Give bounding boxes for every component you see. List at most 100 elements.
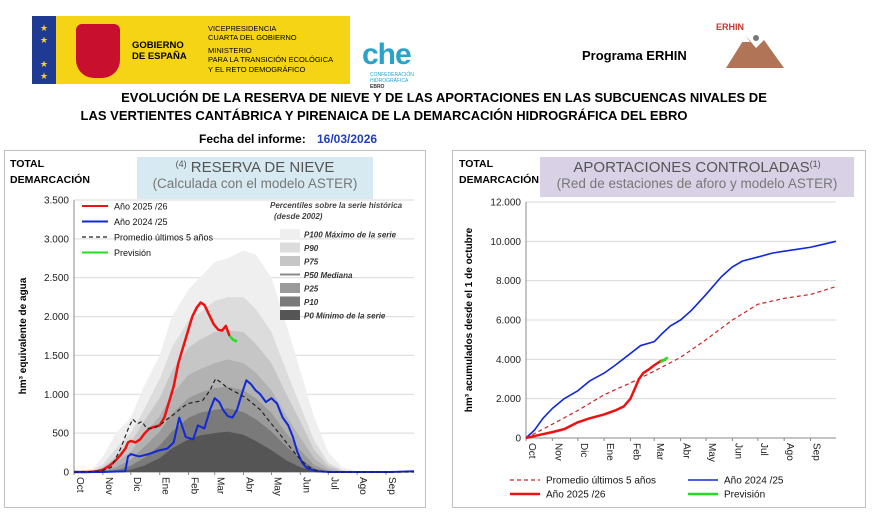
x-tick-label: May: [706, 443, 717, 462]
legend-label: Promedio últimos 5 años: [114, 233, 214, 243]
report-date-value: 16/03/2026: [317, 132, 378, 146]
gov-name-line: GOBIERNO: [132, 40, 184, 51]
legend-label: Año 2024 /25: [114, 217, 168, 227]
title-superscript: (4): [175, 159, 187, 169]
report-title-line1: EVOLUCIÓN DE LA RESERVA DE NIEVE Y DE LA…: [121, 90, 767, 105]
eu-flag-icon: [32, 16, 56, 84]
legend-label: Año 2025 /26: [114, 202, 168, 212]
che-sub-line: HIDROGRÁFICA: [370, 78, 409, 84]
x-tick-label: Mar: [654, 443, 665, 461]
x-tick-label: Jun: [732, 443, 743, 459]
percentile-legend-label: P10: [304, 298, 319, 307]
x-tick-label: Ago: [357, 477, 368, 495]
ministry-line: Y EL RETO DEMOGRÁFICO: [208, 64, 306, 74]
spain-coat-of-arms-icon: [76, 24, 120, 78]
x-tick-label: Oct: [74, 477, 85, 493]
x-tick-label: Ene: [604, 443, 615, 461]
right-corner-label: TOTAL DEMARCACIÓN: [459, 156, 539, 188]
report-title-line2: LAS VERTIENTES CANTÁBRICA Y PIRENAICA DE…: [80, 108, 688, 123]
ministry-line: VICEPRESIDENCIA: [208, 24, 277, 33]
x-tick-label: Dic: [578, 443, 589, 457]
snow-reserve-title: RESERVA DE NIEVE: [190, 159, 335, 176]
eu-stars-icon: ★ ★ ★ ★: [39, 23, 49, 81]
y-tick-label: 2.500: [44, 273, 69, 284]
gov-name: GOBIERNO DE ESPAÑA: [132, 40, 202, 62]
x-tick-label: Ago: [784, 443, 795, 461]
y-tick-label: 500: [52, 429, 69, 440]
legend-label: Año 2025 /26: [546, 490, 606, 501]
percentile-swatch: [280, 310, 300, 320]
series-line-1: [525, 240, 837, 439]
x-tick-label: Abr: [681, 443, 692, 459]
che-sub-line: EBRO: [370, 84, 385, 90]
percentile-legend-label: P50 Mediana: [304, 271, 353, 280]
series-line-3: [228, 335, 238, 343]
series-line-3: [659, 356, 669, 364]
x-tick-label: Abr: [244, 477, 255, 493]
corner-label-line: TOTAL: [459, 158, 494, 170]
percentile-legend-title: Percentiles sobre la serie histórica: [270, 201, 403, 210]
series-line-2: [73, 378, 414, 473]
percentile-swatch: [280, 296, 300, 307]
runoff-title-row: APORTACIONES CONTROLADAS(1): [540, 159, 854, 176]
percentile-legend-label: P90: [304, 244, 319, 253]
percentile-legend-label: P75: [304, 258, 319, 267]
legend-label: Promedio últimos 5 años: [546, 476, 656, 487]
snow-reserve-chart: 0 500 1.000 1.500 2.000 2.500 3.000 3.500 Oct Nov…: [18, 196, 415, 496]
x-tick-label: Ene: [160, 477, 171, 495]
che-sub-line: CONFEDERACIÓN: [370, 72, 414, 78]
runoff-title-box: APORTACIONES CONTROLADAS(1) (Red de esta…: [540, 157, 854, 197]
runoff-chart: 0 2.000 4.000 6.000 8.000 10.000 12.000 Oct Nov D…: [464, 198, 837, 501]
gov-name-line: DE ESPAÑA: [132, 51, 187, 62]
corner-label-line: DEMARCACIÓN: [10, 174, 90, 186]
y-tick-label: 4.000: [496, 355, 521, 366]
x-tick-label: Nov: [103, 477, 114, 495]
y-tick-label: 3.000: [44, 234, 69, 245]
x-tick-label: Dic: [131, 477, 142, 491]
x-tick-label: May: [271, 477, 282, 496]
legend-label: Previsión: [724, 490, 765, 501]
percentile-legend-label: P0 Mínimo de la serie: [304, 312, 386, 321]
y-tick-label: 2.000: [496, 394, 521, 405]
y-tick-label: 0: [63, 468, 69, 479]
percentile-swatch: [280, 242, 300, 253]
y-tick-label: 2.000: [44, 312, 69, 323]
y-tick-label: 3.500: [44, 196, 69, 207]
erhin-logo: ERHIN: [716, 22, 784, 68]
ministry-line: CUARTA DEL GOBIERNO: [208, 33, 297, 43]
x-tick-label: Nov: [552, 443, 563, 461]
y-tick-label: 8.000: [496, 276, 521, 287]
y-tick-label: 0: [515, 434, 521, 445]
che-subtitle: CONFEDERACIÓN HIDROGRÁFICA EBRO: [370, 72, 430, 90]
x-tick-label: Mar: [215, 477, 226, 495]
ministry-name: VICEPRESIDENCIA CUARTA DEL GOBIERNO MINI…: [208, 24, 348, 74]
snow-reserve-subtitle: (Calculada con el modelo ASTER): [152, 176, 358, 191]
x-tick-label: Jun: [300, 477, 311, 493]
x-tick-label: Oct: [526, 443, 537, 459]
runoff-title: APORTACIONES CONTROLADAS: [573, 159, 810, 176]
che-logo: che: [362, 38, 412, 71]
y-axis-label: hm³ acumulados desde el 1 de octubre: [464, 227, 475, 412]
x-tick-label: Sep: [811, 443, 822, 461]
series-line-0: [74, 301, 231, 474]
y-axis-label: hm³ equivalente de agua: [18, 277, 29, 394]
percentile-swatch: [280, 229, 300, 239]
series-line-1: [74, 379, 415, 473]
percentile-legend-subtitle: (desde 2002): [274, 212, 323, 221]
report-date-label: Fecha del informe:: [199, 132, 306, 146]
snow-reserve-title-box: (4) RESERVA DE NIEVE (Calculada con el m…: [137, 157, 373, 199]
x-tick-label: Jul: [758, 443, 769, 456]
x-tick-label: Sep: [386, 477, 397, 495]
y-tick-label: 6.000: [496, 316, 521, 327]
legend-label: Año 2024 /25: [724, 476, 784, 487]
percentile-legend-label: P25: [304, 285, 319, 294]
percentile-swatch: [280, 283, 300, 293]
programa-label: Programa ERHIN: [582, 48, 687, 63]
y-tick-label: 10.000: [490, 237, 521, 248]
left-corner-label: TOTAL DEMARCACIÓN: [10, 156, 90, 188]
runoff-subtitle: (Red de estaciones de aforo y modelo AST…: [556, 176, 838, 191]
ministry-line: MINISTERIO: [208, 45, 252, 55]
percentile-legend-label: P100 Máximo de la serie: [304, 231, 397, 240]
y-tick-label: 12.000: [490, 198, 521, 209]
erhin-logo-text: ERHIN: [716, 22, 744, 32]
